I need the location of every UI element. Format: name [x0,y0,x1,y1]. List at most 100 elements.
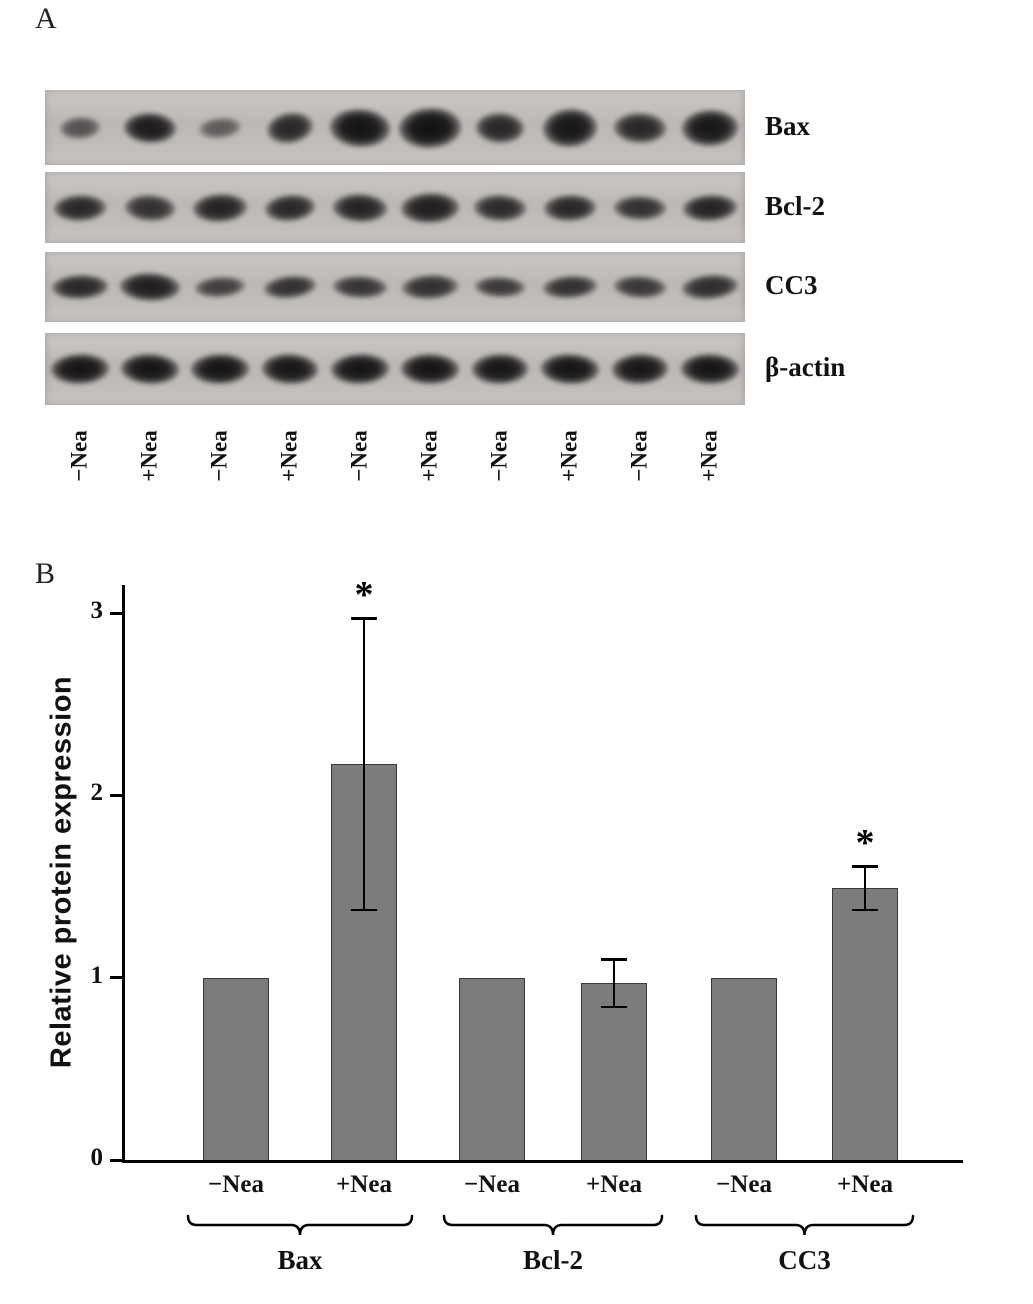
protein-band [475,111,525,144]
lane-label: +Nea [115,410,185,502]
protein-band [329,106,391,149]
y-tick-label: 2 [90,779,104,807]
y-axis-tick [110,1158,123,1162]
protein-band [543,193,597,222]
lane-label: −Nea [605,410,675,502]
error-bar-cap [852,865,878,868]
error-bar-cap [852,908,878,912]
protein-band [120,352,180,386]
blot-strip-Bax [45,90,745,165]
protein-band [190,353,250,385]
lane-label-text: +Nea [277,430,302,482]
blot-strip-Bcl-2 [45,172,745,243]
protein-band [123,111,177,144]
y-axis-tick [110,611,123,615]
protein-band [540,352,600,386]
lane-label: −Nea [465,410,535,502]
bar-+Nea-3 [581,983,647,1160]
x-tick-label: −Nea [208,1171,264,1198]
group-label-CC3: CC3 [778,1245,831,1275]
panel-b-label: B [35,557,56,590]
protein-band [680,353,740,385]
x-tick-label: +Nea [336,1171,392,1198]
protein-band [330,352,390,386]
protein-band [192,192,248,223]
y-axis-tick [110,976,123,980]
lane-label: −Nea [45,410,115,502]
blot-row-label: Bax [765,110,811,141]
group-brace [442,1214,664,1236]
lane-label-text: −Nea [347,430,372,482]
protein-band [198,115,242,140]
error-bar-cap [351,908,377,912]
lane-label-text: +Nea [137,430,162,482]
group-label-Bcl-2: Bcl-2 [523,1245,583,1275]
protein-band [332,275,388,299]
protein-band [119,271,181,303]
lane-label-text: −Nea [207,430,232,482]
protein-band [51,274,109,300]
protein-band [611,353,669,385]
bar-+Nea-5 [832,888,898,1160]
protein-band [473,193,527,222]
protein-band [124,193,176,222]
blot-row-label: CC3 [765,270,818,300]
protein-band [613,111,667,144]
y-axis-tick [110,793,123,797]
x-tick-label: −Nea [464,1171,520,1198]
lane-label-text: +Nea [557,430,582,482]
protein-band [613,195,667,220]
protein-band [332,192,388,223]
lane-label-text: +Nea [417,430,442,482]
y-axis-title: Relative protein expression [45,675,78,1069]
blot-strip-β-actin [45,333,745,405]
error-bar [863,866,867,911]
significance-asterisk: * [855,822,875,865]
significance-asterisk: * [354,574,374,617]
protein-band [681,272,739,302]
protein-band [261,353,319,385]
protein-band [400,191,460,224]
lane-label-text: +Nea [697,430,722,482]
protein-band [263,192,317,223]
protein-band [471,353,529,385]
lane-label-text: −Nea [487,430,512,482]
protein-band [613,274,667,300]
lane-label: +Nea [675,410,745,502]
blot-strip-CC3 [45,252,745,322]
blot-row-label: β-actin [765,352,846,382]
protein-band [53,193,107,222]
group-brace [694,1214,915,1236]
lane-label: +Nea [395,410,465,502]
y-tick-label: 0 [90,1144,104,1171]
protein-band [401,273,459,301]
bar-−Nea-0 [203,977,269,1160]
protein-band [682,193,738,222]
lane-label-text: −Nea [67,430,92,482]
error-bar-cap [351,617,377,620]
error-bar-cap [601,958,627,961]
protein-band [262,273,318,301]
y-tick-label: 1 [90,961,104,989]
bar-chart-plot-area: 0 1 2 3 −Nea * +Nea −Nea +Nea −Nea * +Nea Bax Bcl-2 CC… [91,576,963,1275]
x-tick-label: −Nea [716,1171,772,1198]
protein-band [397,105,463,150]
protein-band [59,115,101,140]
protein-band [194,275,246,299]
protein-band [474,276,526,298]
error-bar-cap [601,1005,627,1009]
lane-label: −Nea [325,410,395,502]
bar-−Nea-4 [711,977,777,1160]
error-bar [362,618,366,911]
group-brace [186,1214,414,1236]
x-tick-label: +Nea [586,1171,642,1198]
protein-band [264,108,316,147]
protein-band [400,353,460,385]
panel-a-label: A [35,2,57,35]
error-bar [612,959,616,1007]
protein-band [541,106,599,149]
protein-band [50,352,110,386]
lane-label: +Nea [255,410,325,502]
protein-band [542,274,598,300]
